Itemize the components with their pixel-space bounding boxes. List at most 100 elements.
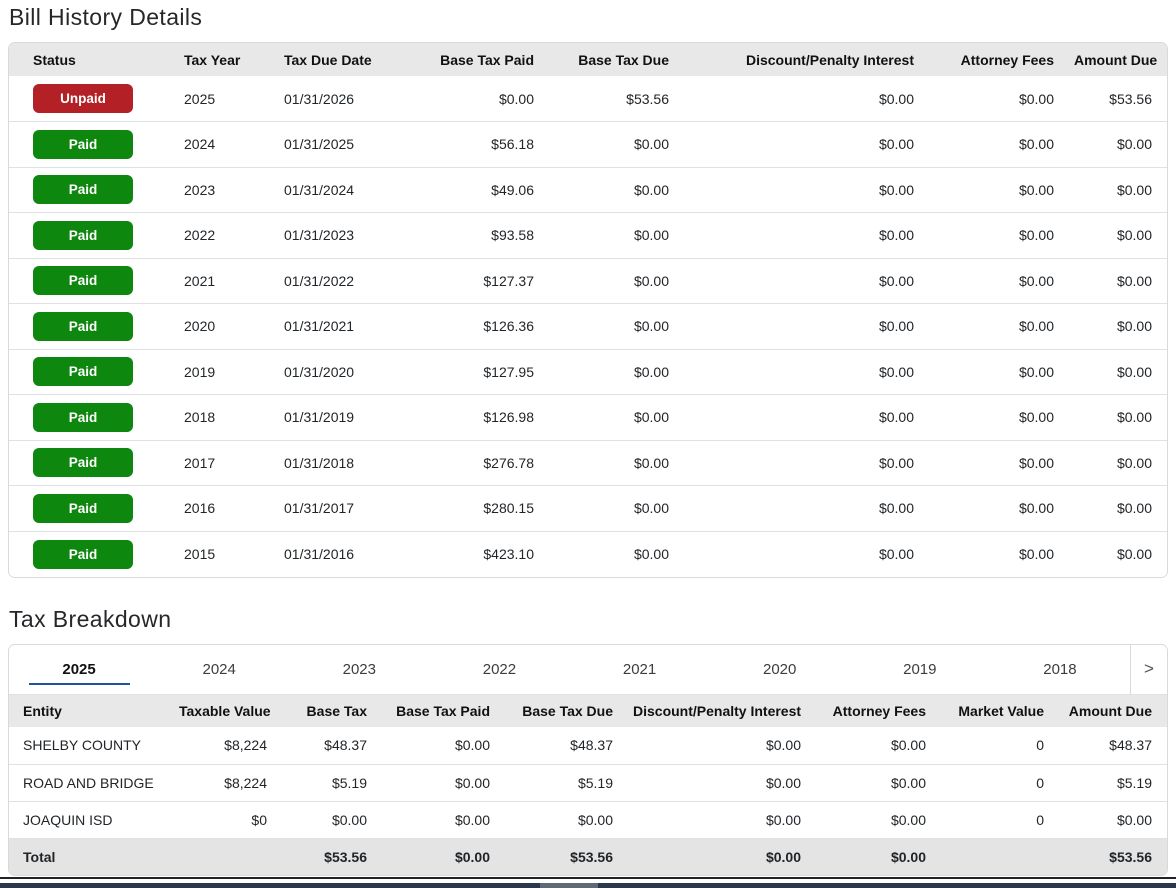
- total-taxable-value: [169, 838, 277, 875]
- tab-2023[interactable]: 2023: [342, 660, 376, 678]
- base-tax-due-cell: $0.00: [633, 227, 669, 244]
- base-tax-cell: $5.19: [331, 774, 367, 791]
- base-tax-due-cell: $0.00: [577, 811, 613, 828]
- base-tax-paid-cell: $126.36: [483, 318, 534, 335]
- year-tabs: 2025 2024 2023 2022 2021 2020 2019 2018 …: [9, 644, 1167, 694]
- col-base-tax-due: Base Tax Due: [578, 51, 669, 68]
- base-tax-due-cell: $0.00: [633, 500, 669, 517]
- tab-2024[interactable]: 2024: [202, 660, 236, 678]
- status-badge[interactable]: Paid: [33, 311, 133, 341]
- next-tabs-chevron-icon[interactable]: >: [1130, 644, 1167, 694]
- tax-breakdown-card: 2025 2024 2023 2022 2021 2020 2019 2018 …: [8, 643, 1168, 876]
- status-badge[interactable]: Paid: [33, 493, 133, 523]
- status-badge[interactable]: Paid: [33, 448, 133, 478]
- amount-due-cell: $0.00: [1116, 363, 1152, 380]
- total-base-tax-due: $53.56: [570, 848, 613, 865]
- amount-due-cell: $0.00: [1116, 500, 1152, 517]
- taxable-value-cell: $8,224: [224, 774, 267, 791]
- taxable-value-cell: $0: [251, 811, 267, 828]
- status-badge[interactable]: Paid: [33, 539, 133, 569]
- base-tax-paid-cell: $93.58: [491, 227, 534, 244]
- table-row: Paid 2017 01/31/2018 $276.78 $0.00 $0.00…: [9, 440, 1167, 486]
- attorney-fees-cell: $0.00: [1018, 181, 1054, 198]
- col-base-tax: Base Tax: [306, 702, 367, 719]
- amount-due-cell: $5.19: [1116, 774, 1152, 791]
- col-amount-due: Amount Due: [1074, 51, 1158, 68]
- status-badge[interactable]: Paid: [33, 266, 133, 296]
- discount-penalty-cell: $0.00: [878, 318, 914, 335]
- tax-year-cell: 2019: [184, 363, 216, 380]
- discount-penalty-cell: $0.00: [878, 272, 914, 289]
- tax-year-cell: 2018: [184, 409, 216, 426]
- table-row: Paid 2022 01/31/2023 $93.58 $0.00 $0.00 …: [9, 212, 1167, 258]
- table-row: Paid 2021 01/31/2022 $127.37 $0.00 $0.00…: [9, 258, 1167, 304]
- discount-penalty-cell: $0.00: [765, 774, 801, 791]
- base-tax-paid-cell: $0.00: [454, 811, 490, 828]
- table-row: Paid 2020 01/31/2021 $126.36 $0.00 $0.00…: [9, 303, 1167, 349]
- total-attorney-fees: $0.00: [890, 848, 926, 865]
- table-row: ROAD AND BRIDGE $8,224 $5.19 $0.00 $5.19…: [9, 764, 1167, 801]
- base-tax-paid-cell: $126.98: [483, 409, 534, 426]
- col-base-tax-due: Base Tax Due: [522, 702, 613, 719]
- attorney-fees-cell: $0.00: [1018, 136, 1054, 153]
- horizontal-scrollbar[interactable]: [0, 883, 1176, 888]
- scrollbar-thumb[interactable]: [540, 883, 598, 888]
- tax-due-date-cell: 01/31/2026: [284, 90, 355, 107]
- base-tax-paid-cell: $280.15: [483, 500, 534, 517]
- status-badge[interactable]: Paid: [33, 175, 133, 205]
- total-market-value: [936, 838, 1054, 875]
- col-status: Status: [33, 51, 76, 68]
- tab-2022[interactable]: 2022: [482, 660, 517, 678]
- col-base-tax-paid: Base Tax Paid: [440, 51, 534, 68]
- status-badge[interactable]: Paid: [33, 402, 133, 432]
- table-row: SHELBY COUNTY $8,224 $48.37 $0.00 $48.37…: [9, 727, 1167, 764]
- discount-penalty-cell: $0.00: [765, 811, 801, 828]
- base-tax-due-cell: $48.37: [570, 737, 613, 754]
- discount-penalty-cell: $0.00: [878, 546, 914, 562]
- tax-breakdown-title: Tax Breakdown: [9, 605, 172, 632]
- taxable-value-cell: $8,224: [224, 737, 267, 754]
- table-row: Paid 2015 01/31/2016 $423.10 $0.00 $0.00…: [9, 531, 1167, 577]
- tab-2019[interactable]: 2019: [903, 660, 937, 678]
- attorney-fees-cell: $0.00: [890, 774, 926, 791]
- tab-2021[interactable]: 2021: [622, 660, 657, 678]
- base-tax-paid-cell: $423.10: [483, 546, 534, 562]
- total-amount-due: $53.56: [1109, 848, 1152, 865]
- col-tax-due-date: Tax Due Date: [284, 51, 372, 68]
- tax-year-cell: 2021: [184, 272, 216, 289]
- discount-penalty-cell: $0.00: [878, 181, 914, 198]
- attorney-fees-cell: $0.00: [1018, 90, 1054, 107]
- market-value-cell: 0: [1036, 774, 1044, 791]
- amount-due-cell: $0.00: [1116, 454, 1152, 471]
- base-tax-due-cell: $53.56: [626, 90, 669, 107]
- tab-2020[interactable]: 2020: [763, 660, 797, 678]
- status-badge[interactable]: Paid: [33, 220, 133, 250]
- col-discount-penalty-interest: Discount/Penalty Interest: [633, 702, 802, 719]
- col-taxable-value: Taxable Value: [179, 702, 271, 719]
- discount-penalty-cell: $0.00: [765, 737, 801, 754]
- base-tax-paid-cell: $127.37: [483, 272, 534, 289]
- tax-due-date-cell: 01/31/2023: [284, 227, 355, 244]
- base-tax-due-cell: $0.00: [633, 363, 669, 380]
- status-badge[interactable]: Paid: [33, 129, 133, 159]
- amount-due-cell: $0.00: [1116, 409, 1152, 426]
- tab-2018[interactable]: 2018: [1043, 660, 1077, 678]
- base-tax-cell: $48.37: [324, 737, 367, 754]
- amount-due-cell: $0.00: [1116, 546, 1152, 562]
- total-label: Total: [23, 848, 56, 865]
- tax-due-date-cell: 01/31/2024: [284, 181, 355, 198]
- status-badge[interactable]: Paid: [33, 357, 133, 387]
- base-tax-due-cell: $0.00: [633, 136, 669, 153]
- tax-year-cell: 2022: [184, 227, 216, 244]
- attorney-fees-cell: $0.00: [1018, 454, 1054, 471]
- tab-2025[interactable]: 2025: [9, 645, 149, 694]
- base-tax-paid-cell: $49.06: [491, 181, 534, 198]
- discount-penalty-cell: $0.00: [878, 90, 914, 107]
- attorney-fees-cell: $0.00: [890, 737, 926, 754]
- tax-due-date-cell: 01/31/2018: [284, 454, 355, 471]
- tax-due-date-cell: 01/31/2017: [284, 500, 355, 517]
- tax-breakdown-table: Entity Taxable Value Base Tax Base Tax P…: [9, 694, 1167, 875]
- discount-penalty-cell: $0.00: [878, 500, 914, 517]
- discount-penalty-cell: $0.00: [878, 136, 914, 153]
- status-badge[interactable]: Unpaid: [33, 84, 133, 113]
